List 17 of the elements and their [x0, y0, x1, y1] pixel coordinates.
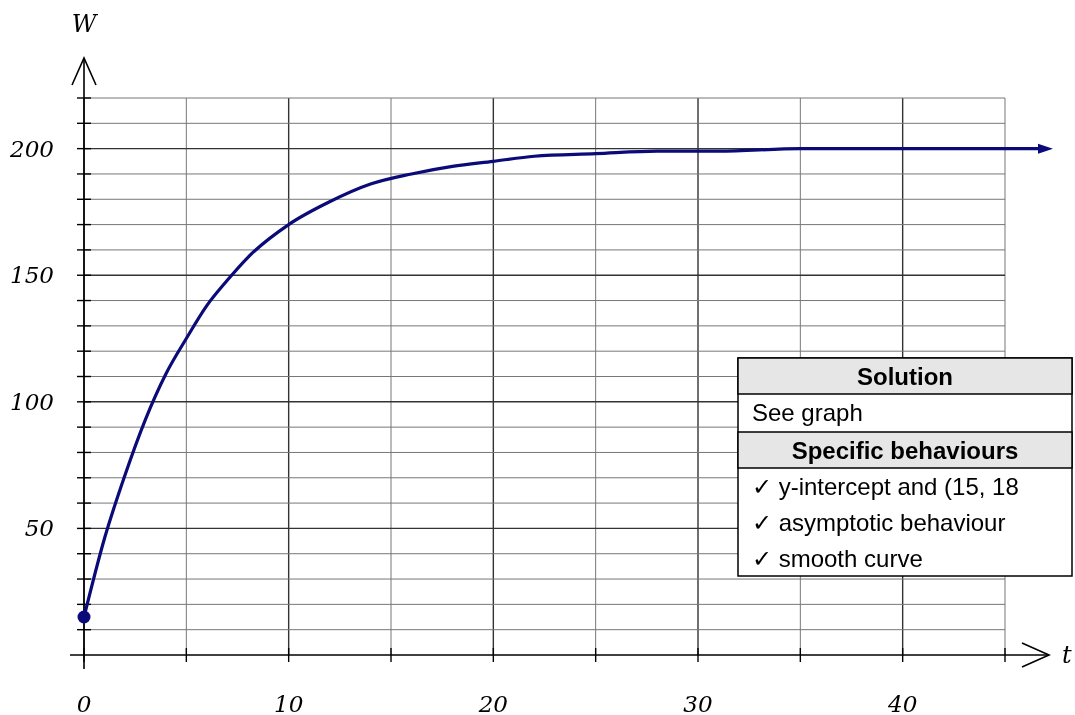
x-tick-label: 40: [887, 691, 918, 715]
annotation: ✓ y-intercept and (15, 18: [752, 473, 1019, 500]
annotation: See graph: [752, 399, 863, 426]
y-tick-label: 200: [9, 135, 54, 162]
annotation: ✓ smooth curve: [752, 545, 923, 572]
x-tick-label: 30: [683, 691, 713, 715]
y-axis-title: W: [71, 10, 99, 38]
x-tick-label: 10: [274, 691, 304, 715]
x-tick-label: 0: [76, 691, 92, 715]
annotation: Specific behaviours: [791, 437, 1019, 464]
x-axis-title: t: [1062, 641, 1072, 669]
annotation: ✓ asymptotic behaviour: [752, 509, 1006, 536]
y-tick-label: 150: [10, 262, 54, 289]
y-tick-label: 50: [24, 515, 54, 542]
x-tick-label: 20: [477, 691, 508, 715]
y-tick-label: 100: [10, 388, 54, 415]
annotation: Solution: [857, 363, 953, 390]
